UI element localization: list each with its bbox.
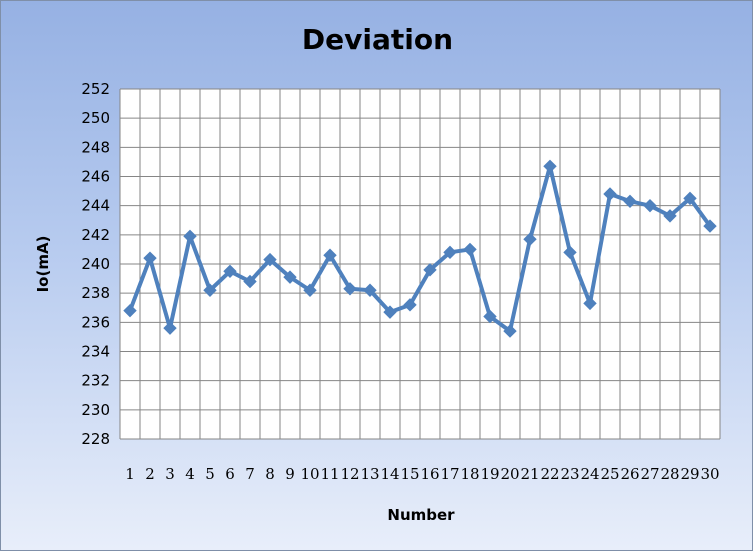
data-point (423, 263, 437, 277)
x-tick-label: 6 (225, 465, 235, 483)
data-point (463, 242, 477, 257)
data-point (243, 274, 257, 289)
x-tick-label: 29 (680, 465, 699, 483)
data-point (663, 209, 677, 223)
y-axis-ticks: 228 230 232 234 236 238 240 242 244 246 248 250 252 (81, 80, 110, 448)
y-axis-title: Io(mA) (34, 236, 52, 293)
data-point (643, 198, 657, 213)
x-tick-label: 22 (540, 465, 559, 483)
data-point (283, 270, 297, 284)
x-tick-label: 4 (185, 465, 195, 483)
x-tick-label: 26 (620, 465, 639, 483)
data-point (483, 309, 497, 324)
data-point (223, 264, 237, 278)
x-tick-label: 25 (600, 465, 619, 483)
x-tick-label: 14 (380, 465, 399, 483)
x-tick-label: 16 (420, 465, 439, 483)
x-axis-ticks: 1 2 3 4 5 6 7 8 9 10 11 12 13 14 15 16 17 18 19 20 21 22 23 24 2… (125, 465, 719, 483)
data-point (123, 303, 137, 318)
y-tick-label: 238 (81, 284, 110, 302)
data-point (683, 191, 697, 206)
data-point (443, 245, 457, 260)
x-tick-label: 10 (300, 465, 319, 483)
y-tick-label: 244 (81, 197, 110, 215)
y-tick-label: 248 (81, 138, 110, 156)
data-point (523, 232, 537, 246)
y-tick-label: 234 (81, 343, 110, 361)
data-point (603, 187, 617, 201)
y-tick-label: 250 (81, 109, 110, 127)
data-point (623, 194, 637, 208)
x-tick-label: 9 (285, 465, 295, 483)
y-tick-label: 246 (81, 168, 110, 186)
x-tick-label: 12 (340, 465, 359, 483)
series-group (123, 159, 717, 338)
data-point (583, 296, 597, 311)
data-point (383, 305, 397, 319)
x-tick-label: 18 (460, 465, 479, 483)
data-point (403, 298, 417, 312)
gridlines (119, 88, 721, 440)
data-point (203, 283, 217, 297)
x-tick-label: 24 (580, 465, 599, 483)
data-point (163, 321, 177, 335)
x-tick-label: 19 (480, 465, 499, 483)
data-point (703, 219, 717, 233)
x-tick-label: 27 (640, 465, 659, 483)
data-point (303, 283, 317, 297)
y-tick-label: 240 (81, 255, 110, 273)
y-tick-label: 232 (81, 372, 110, 390)
data-point (143, 251, 157, 265)
x-tick-label: 8 (265, 465, 275, 483)
data-point (363, 283, 377, 297)
x-tick-label: 1 (125, 465, 135, 483)
data-point (543, 159, 557, 173)
data-point (323, 248, 337, 262)
x-tick-label: 20 (500, 465, 519, 483)
x-tick-label: 28 (660, 465, 679, 483)
x-tick-label: 3 (165, 465, 175, 483)
data-point (563, 245, 577, 260)
x-tick-label: 2 (145, 465, 155, 483)
data-point (263, 252, 277, 267)
x-tick-label: 5 (205, 465, 215, 483)
y-tick-label: 228 (81, 430, 110, 448)
x-tick-label: 7 (245, 465, 255, 483)
y-tick-label: 252 (81, 80, 110, 98)
x-axis-title: Number (387, 506, 455, 524)
data-point (343, 282, 357, 296)
data-point (183, 229, 197, 243)
x-tick-label: 13 (360, 465, 379, 483)
x-tick-label: 23 (560, 465, 579, 483)
y-tick-label: 236 (81, 313, 110, 331)
data-point (503, 324, 517, 338)
x-tick-label: 30 (700, 465, 719, 483)
chart-title: Deviation (301, 23, 454, 56)
x-tick-label: 15 (400, 465, 419, 483)
x-tick-label: 21 (520, 465, 539, 483)
y-tick-label: 230 (81, 401, 110, 419)
x-tick-label: 17 (440, 465, 459, 483)
y-tick-label: 242 (81, 226, 110, 244)
x-tick-label: 11 (320, 465, 339, 483)
